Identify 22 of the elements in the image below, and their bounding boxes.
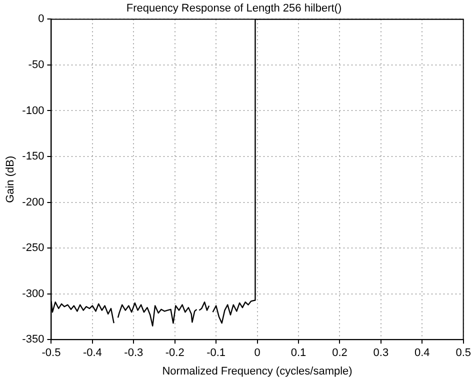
x-tick-label: -0.3 (124, 347, 144, 360)
y-axis-title: Gain (dB) (4, 156, 17, 203)
y-tick-label: -150 (22, 150, 44, 163)
y-tick-label: -200 (22, 196, 44, 208)
x-tick-label: 0 (254, 347, 260, 360)
x-tick-label: 0.4 (414, 347, 430, 360)
y-tick-label: 0 (38, 13, 44, 26)
x-tick-label: -0.1 (206, 347, 226, 360)
y-tick-label: -300 (22, 288, 44, 300)
x-tick-label: 0.5 (456, 347, 472, 360)
y-tick-label: -50 (28, 59, 44, 72)
x-tick-label: -0.2 (165, 347, 184, 360)
chart-title: Frequency Response of Length 256 hilbert() (126, 2, 342, 15)
x-tick-label: -0.4 (82, 347, 102, 360)
y-tick-label: -350 (22, 334, 44, 346)
x-tick-label: 0.1 (290, 347, 306, 360)
x-axis-title: Normalized Frequency (cycles/sample) (162, 365, 352, 378)
x-tick-label: 0.3 (373, 347, 389, 360)
x-tick-label: 0.2 (332, 347, 348, 360)
y-tick-label: -250 (22, 242, 44, 254)
y-tick-label: -100 (22, 104, 44, 117)
x-tick-label: -0.5 (42, 347, 61, 360)
